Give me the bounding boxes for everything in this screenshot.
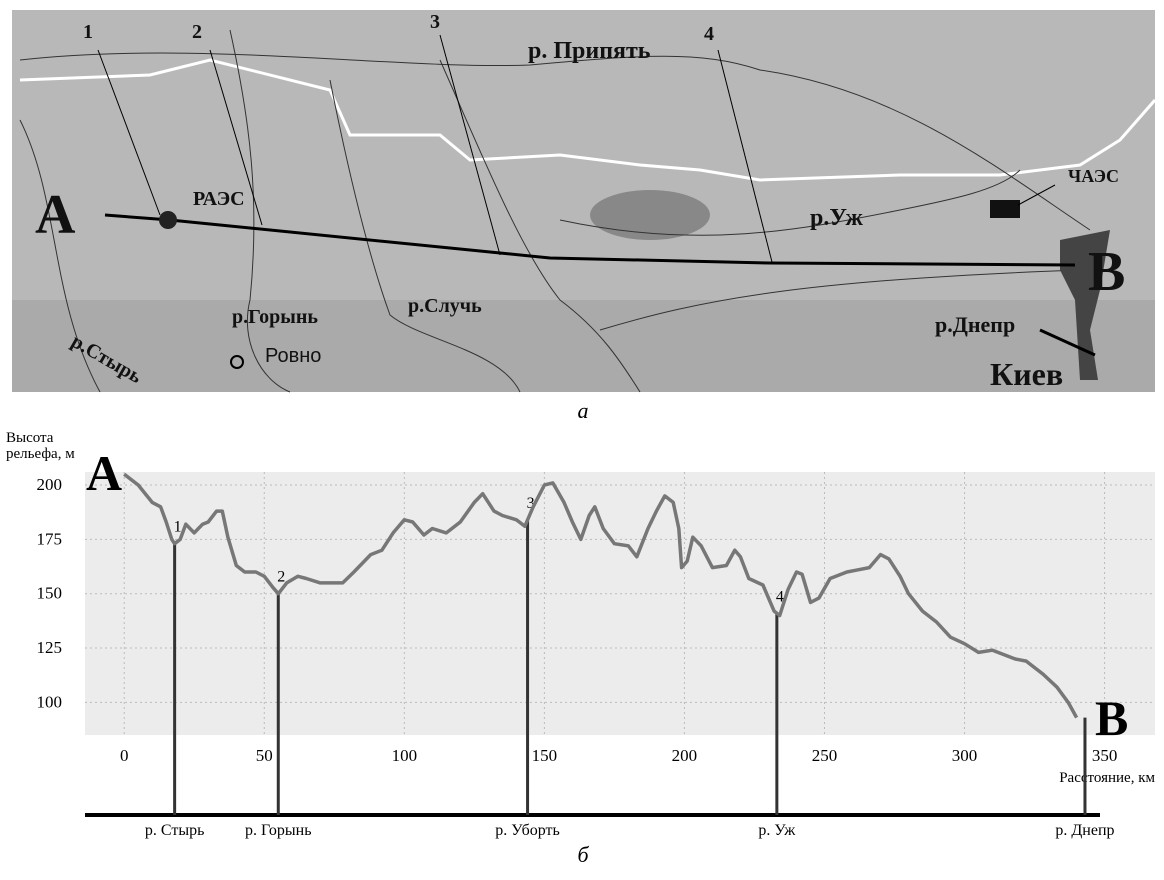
x-tick-label: 150 [532,746,558,765]
caption: а [578,398,589,423]
map-label: р.Уж [810,205,863,231]
map-label: р.Горынь [232,306,318,328]
point-label: 2 [277,569,285,586]
river-label: р. Днепр [1055,822,1114,839]
map-label: 2 [192,21,202,43]
river-label: р. Горынь [245,822,311,839]
map-label: р.Днепр [935,312,1015,337]
map-label: РАЭС [193,188,245,210]
y-tick-label: 200 [37,475,63,494]
y-tick-label: 100 [37,692,63,711]
x-tick-label: 200 [672,746,698,765]
y-tick-label: 150 [37,584,63,603]
y-tick-label: 175 [37,529,63,548]
y-axis-title: рельефа, м [6,446,75,462]
map-label: 3 [430,11,440,33]
y-tick-label: 125 [37,638,63,657]
map-label: Киев [990,356,1063,392]
plot-area [85,472,1155,735]
map-label: р. Припять [528,38,651,64]
figure: 1 2 3 4 р. Припять РАЭС ЧАЭС р.Уж A B р.… [0,0,1164,875]
end-label: B [1095,690,1128,746]
map-label: р.Случь [408,295,482,317]
profile-chart: Высота рельефа, м Расстояние, км б 10012… [6,430,1156,867]
caption: б [577,842,589,867]
river-label: р. Уж [758,822,796,839]
map-label: B [1088,241,1125,303]
map-label: Ровно [265,345,321,367]
map-label: ЧАЭС [1068,166,1119,186]
map-label: A [35,184,76,246]
map-shade [590,190,710,240]
x-tick-label: 50 [256,746,273,765]
x-tick-label: 300 [952,746,978,765]
x-tick-label: 350 [1092,746,1118,765]
start-label: A [86,445,122,501]
river-label: р. Стырь [145,822,205,839]
map: 1 2 3 4 р. Припять РАЭС ЧАЭС р.Уж A B р.… [12,10,1155,423]
point-label: 1 [174,519,182,536]
x-axis-title: Расстояние, км [1059,770,1155,786]
npp-icon [159,211,177,229]
map-label: 1 [83,21,93,43]
y-axis-title: Высота [6,430,54,446]
map-label: 4 [704,23,714,45]
npp-icon [990,200,1020,218]
x-tick-label: 100 [392,746,418,765]
x-tick-label: 0 [120,746,129,765]
x-tick-label: 250 [812,746,838,765]
river-label: р. Уборть [495,822,560,839]
